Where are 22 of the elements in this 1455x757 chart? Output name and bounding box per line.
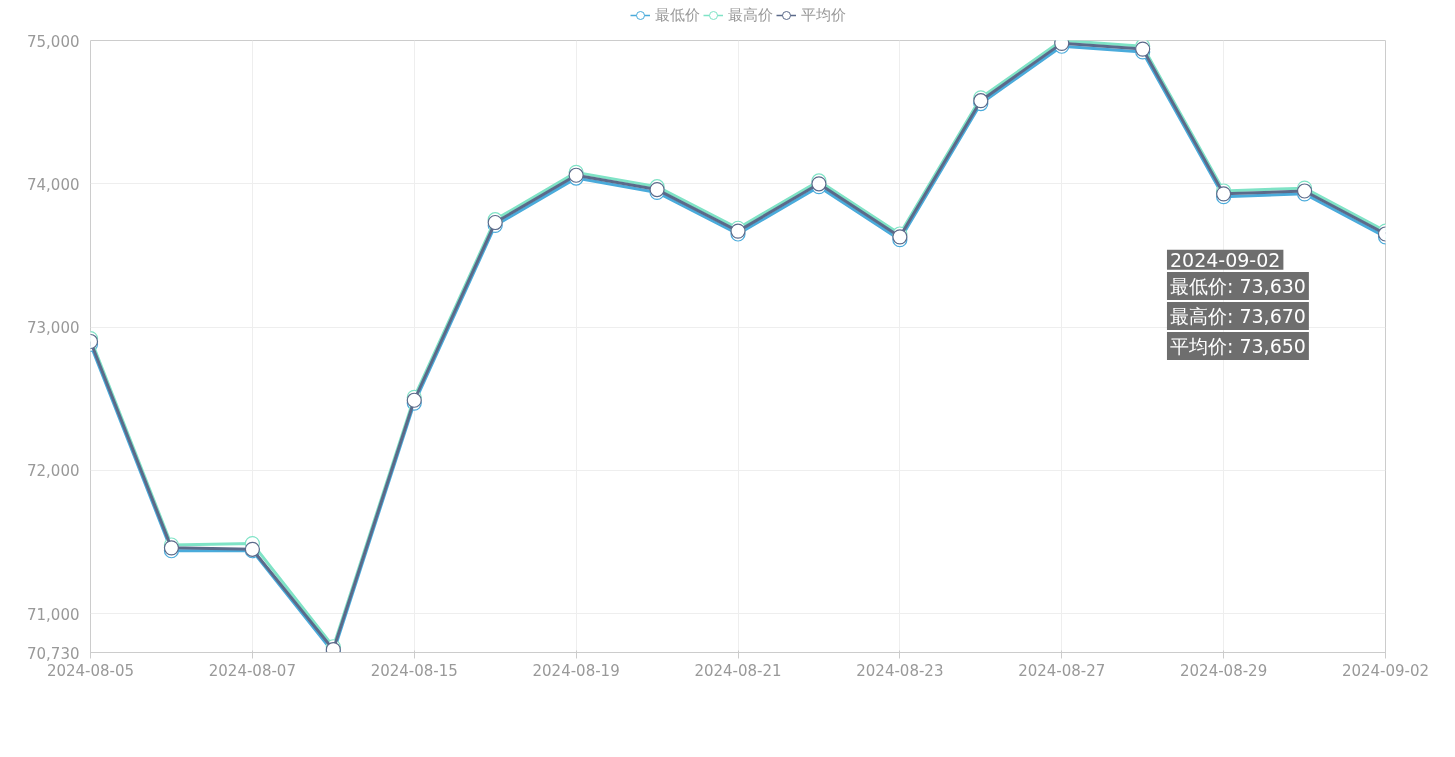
annotation: 平均价: 73,650 <box>1169 335 1306 358</box>
legend-label: 平均价 <box>800 5 846 25</box>
legend-label: 最高价 <box>727 5 773 25</box>
annotation: 最低价: 73,630 <box>1169 274 1306 297</box>
y-tick-label: 75,000 <box>27 32 80 51</box>
x-tick-label: 2024-08-07 <box>208 661 296 680</box>
x-tick-label: 2024-08-21 <box>694 661 782 680</box>
y-tick-label: 72,000 <box>27 462 80 481</box>
x-tick-label: 2024-08-23 <box>856 661 944 680</box>
annotation: 最高价: 73,670 <box>1169 305 1306 328</box>
annotation: 2024-09-02 <box>1169 248 1281 271</box>
x-tick-label: 2024-08-29 <box>1180 661 1268 680</box>
y-tick-label: 73,000 <box>27 319 80 338</box>
y-tick-label: 70,730 <box>27 644 80 663</box>
legend-label: 最低价 <box>654 5 700 25</box>
y-tick-label: 71,000 <box>27 605 80 624</box>
x-tick-label: 2024-08-05 <box>46 661 135 680</box>
y-tick-label: 74,000 <box>27 175 80 194</box>
x-tick-label: 2024-09-02 <box>1341 661 1430 680</box>
x-tick-label: 2024-08-15 <box>370 661 458 680</box>
x-tick-label: 2024-08-27 <box>1018 661 1106 680</box>
x-tick-label: 2024-08-19 <box>532 661 620 680</box>
